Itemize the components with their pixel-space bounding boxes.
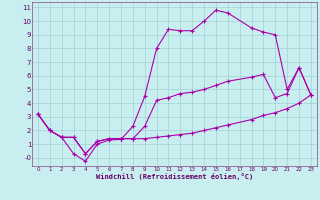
X-axis label: Windchill (Refroidissement éolien,°C): Windchill (Refroidissement éolien,°C) — [96, 173, 253, 180]
